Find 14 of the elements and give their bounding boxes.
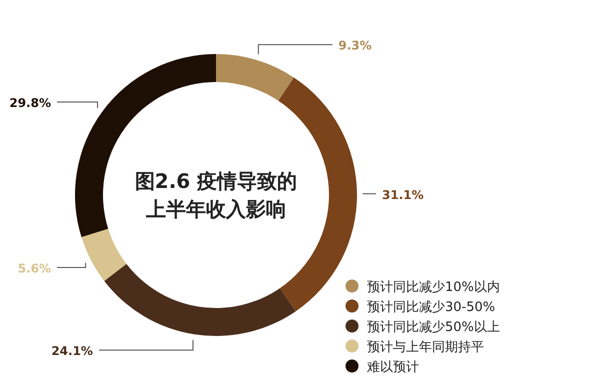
data-label: 5.6% — [18, 261, 51, 276]
data-label: 9.3% — [338, 38, 372, 53]
legend-label: 预计同比减少30-50% — [367, 300, 496, 315]
data-label: 31.1% — [382, 188, 424, 202]
data-label: 24.1% — [51, 344, 93, 358]
donut-slice — [104, 264, 296, 336]
legend-label: 难以预计 — [366, 360, 419, 375]
legend-label: 预计同比减少10%以内 — [367, 280, 500, 295]
text: 图2.6 疫情导致的上半年收入影响 — [134, 169, 298, 221]
legend-label: 预计同比减少50%以上 — [367, 320, 500, 335]
donut-slice — [81, 228, 126, 281]
legend-label: 预计与上年同期持平 — [367, 340, 484, 355]
donut-slice — [216, 54, 294, 101]
data-label: 29.8% — [9, 96, 51, 110]
